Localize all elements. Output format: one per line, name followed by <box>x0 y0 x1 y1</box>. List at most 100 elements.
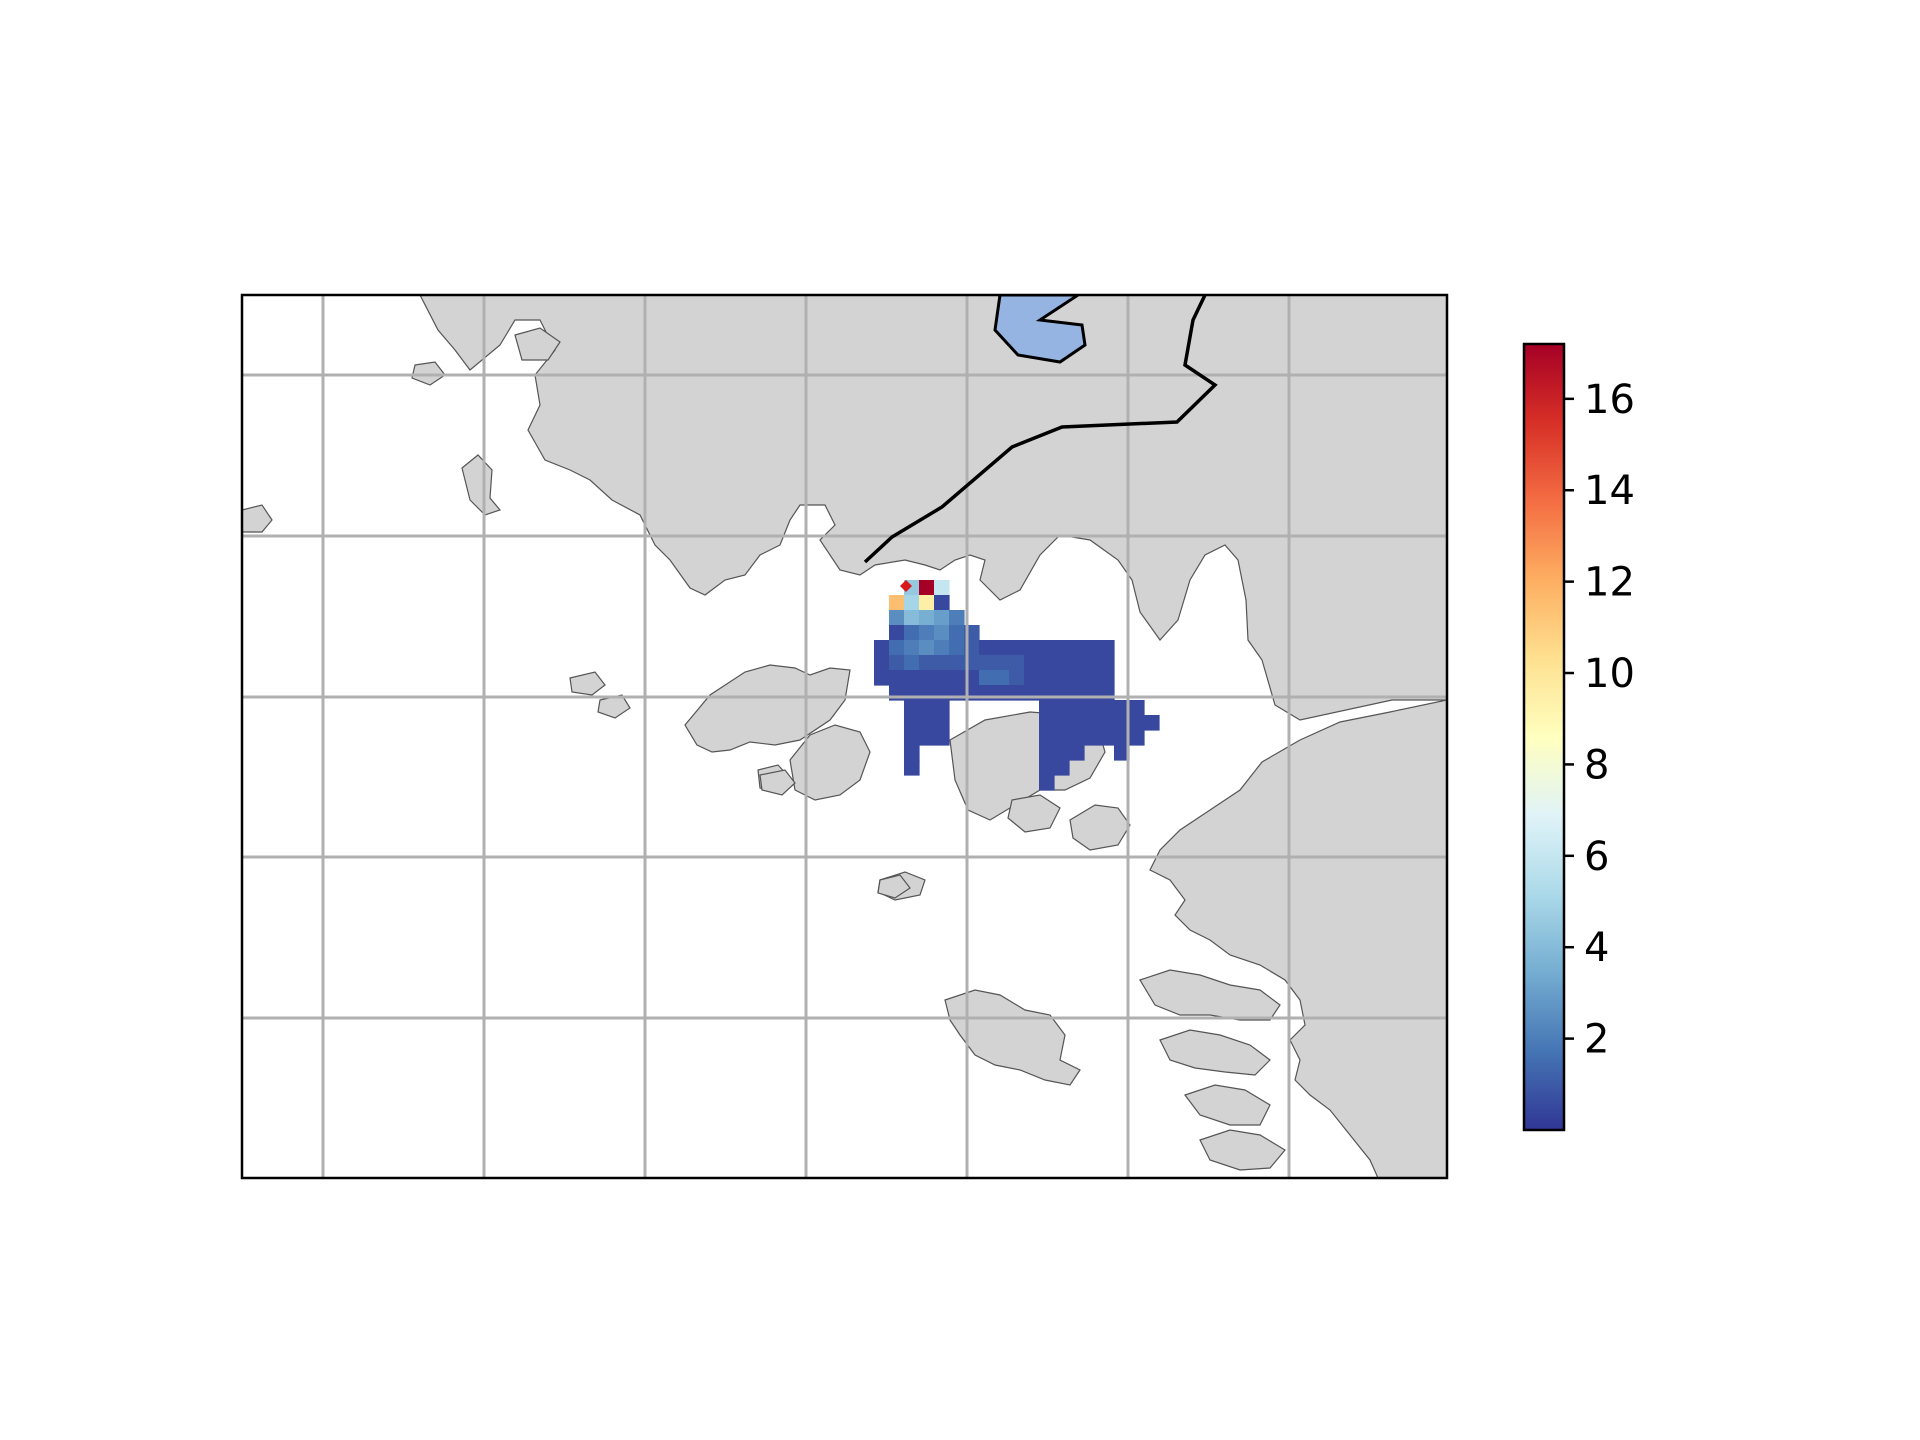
heatmap-cell <box>904 640 920 656</box>
heatmap-cell <box>889 625 905 641</box>
gridlines <box>242 295 1447 1178</box>
heatmap-cell <box>1129 700 1145 716</box>
heatmap-cell <box>919 715 935 731</box>
heatmap-cell <box>1054 640 1070 656</box>
heatmap-cell <box>919 640 935 656</box>
map-axes <box>242 295 1447 1178</box>
land-island-south-5 <box>1199 1129 1286 1171</box>
heatmap-cell <box>1039 730 1055 746</box>
heatmap-cell <box>1039 715 1055 731</box>
heatmap-cell <box>934 730 950 746</box>
land-island-south-4 <box>1184 1084 1271 1126</box>
heatmap-cell <box>904 595 920 611</box>
heatmap-cells <box>874 580 1160 791</box>
heatmap-cell <box>1069 655 1085 671</box>
heatmap-cell <box>1084 700 1100 716</box>
land-island-left-edge <box>242 504 273 533</box>
heatmap-cell <box>934 715 950 731</box>
heatmap-cell <box>904 760 920 776</box>
land-mainland-north <box>419 295 1447 721</box>
heatmap-cell <box>949 655 965 671</box>
heatmap-cell <box>1069 745 1085 761</box>
heatmap-cell <box>934 670 950 686</box>
colorbar-gradient <box>1522 342 1566 1132</box>
heatmap-cell <box>1039 760 1055 776</box>
colorbar: 2 4 6 8 10 12 14 16 <box>1522 342 1635 1132</box>
heatmap-cell <box>904 670 920 686</box>
heatmap-cell <box>919 610 935 626</box>
lake <box>993 295 1087 364</box>
heatmap-cell <box>919 730 935 746</box>
heatmap-cell <box>1039 775 1055 791</box>
heatmap-cell <box>1114 715 1130 731</box>
heatmap-cell <box>1069 715 1085 731</box>
heatmap-cell <box>889 610 905 626</box>
heatmap-cell <box>889 640 905 656</box>
heatmap-cell <box>934 655 950 671</box>
colorbar-tick-label: 6 <box>1584 834 1609 880</box>
colorbar-tick-label: 2 <box>1584 1017 1609 1063</box>
heatmap-cell <box>1129 715 1145 731</box>
heatmap-cell <box>1054 730 1070 746</box>
heatmap-cell <box>1144 715 1160 731</box>
colorbar-tick-label: 12 <box>1584 560 1635 606</box>
heatmap-cell <box>949 640 965 656</box>
heatmap-cell <box>874 655 890 671</box>
heatmap-cell <box>889 670 905 686</box>
heatmap-cell <box>919 670 935 686</box>
heatmap-cell <box>1054 700 1070 716</box>
land-island-south-east-2 <box>1007 794 1061 833</box>
heatmap-cell <box>1054 760 1070 776</box>
heatmap-cell <box>934 625 950 641</box>
colorbar-tick-label: 4 <box>1584 925 1609 971</box>
heatmap-cell <box>934 595 950 611</box>
land-island-south-east <box>1069 804 1131 851</box>
heatmap-cell <box>1114 700 1130 716</box>
land-island-west-6 <box>877 874 911 899</box>
land-island-west-5 <box>759 769 796 796</box>
heatmap-cell <box>904 625 920 641</box>
heatmap-cell <box>949 625 965 641</box>
colorbar-ticks: 2 4 6 8 10 12 14 16 <box>1564 377 1635 1063</box>
heatmap-cell <box>1069 730 1085 746</box>
heatmap-cell <box>919 595 935 611</box>
heatmap-cell <box>874 670 890 686</box>
heatmap-cell <box>904 745 920 761</box>
land-island-west-3 <box>569 671 606 696</box>
heatmap-cell <box>994 670 1010 686</box>
heatmap-cell <box>1099 700 1115 716</box>
heatmap-cell <box>1084 715 1100 731</box>
heatmap-cell <box>1009 670 1025 686</box>
heatmap-cell <box>904 655 920 671</box>
heatmap-cell <box>1069 640 1085 656</box>
colorbar-tick-label: 14 <box>1584 468 1635 514</box>
heatmap-cell <box>1054 745 1070 761</box>
heatmap-cell <box>1069 700 1085 716</box>
heatmap-cell <box>904 715 920 731</box>
heatmap-cell <box>1039 670 1055 686</box>
heatmap-cell <box>994 640 1010 656</box>
heatmap-cell <box>1039 700 1055 716</box>
map-frame <box>240 293 1449 1180</box>
heatmap-cell <box>904 700 920 716</box>
heatmap-cell <box>979 655 995 671</box>
heatmap-cell <box>1084 730 1100 746</box>
heatmap-cell <box>1099 670 1115 686</box>
heatmap-cell <box>919 580 935 596</box>
heatmap-cell <box>1099 715 1115 731</box>
heatmap-cell <box>979 640 995 656</box>
heatmap-cell <box>1099 730 1115 746</box>
heatmap-cell <box>1099 655 1115 671</box>
heatmap-cell <box>1054 655 1070 671</box>
heatmap-cell <box>904 610 920 626</box>
land-western-peninsula <box>684 664 851 753</box>
heatmap-cell <box>1099 640 1115 656</box>
heatmap-cell <box>1024 640 1040 656</box>
heatmap-cell <box>934 700 950 716</box>
heatmap-cell <box>1114 745 1130 761</box>
heatmap-cell <box>889 595 905 611</box>
heatmap-cell <box>874 640 890 656</box>
colorbar-tick-label: 10 <box>1584 651 1635 697</box>
heatmap-cell <box>1009 655 1025 671</box>
